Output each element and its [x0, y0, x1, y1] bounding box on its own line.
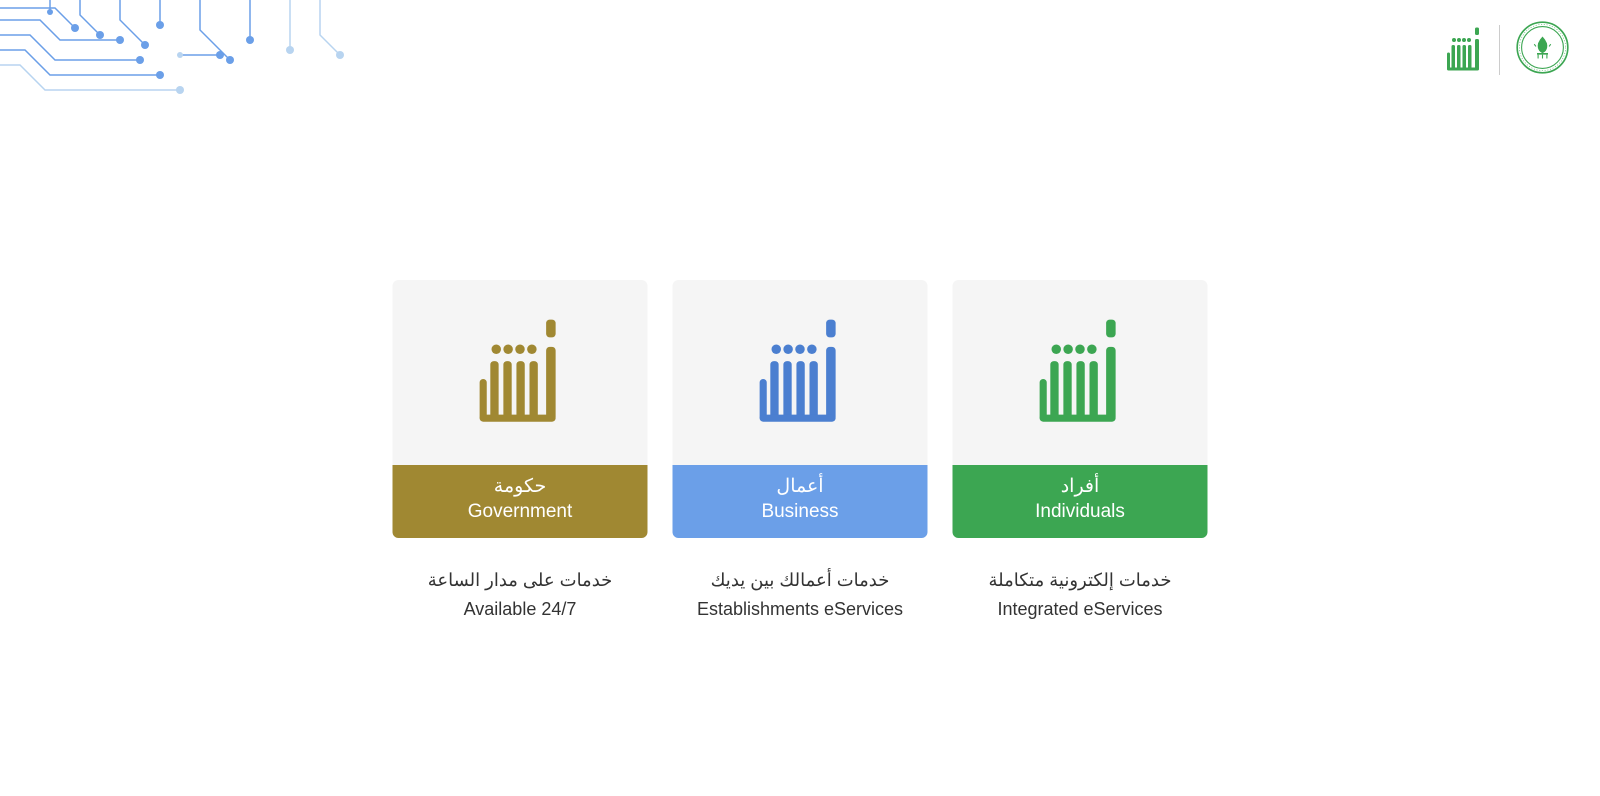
business-label-en: Business	[673, 500, 928, 525]
government-desc-en: Available 24/7	[428, 595, 613, 624]
business-desc: خدمات أعمالك بين يديك Establishments eSe…	[697, 566, 903, 624]
government-desc-ar: خدمات على مدار الساعة	[428, 566, 613, 595]
absher-logo-individuals-icon	[1033, 313, 1128, 433]
moi-emblem-icon	[1515, 20, 1570, 80]
business-label-ar: أعمال	[673, 475, 928, 500]
individuals-desc: خدمات إلكترونية متكاملة Integrated eServ…	[989, 566, 1172, 624]
individuals-icon-box	[953, 280, 1208, 465]
absher-header-logo-icon	[1444, 25, 1484, 75]
government-icon-box	[393, 280, 648, 465]
government-label-ar: حكومة	[393, 475, 648, 500]
absher-logo-government-icon	[473, 313, 568, 433]
individuals-card[interactable]: أفراد Individuals خدمات إلكترونية متكامل…	[953, 280, 1208, 624]
service-cards-row: أفراد Individuals خدمات إلكترونية متكامل…	[393, 280, 1208, 624]
header-logos	[1444, 20, 1570, 80]
government-label-en: Government	[393, 500, 648, 525]
individuals-label-en: Individuals	[953, 500, 1208, 525]
government-label-box: حكومة Government	[393, 465, 648, 538]
business-desc-en: Establishments eServices	[697, 595, 903, 624]
logo-divider	[1499, 25, 1500, 75]
government-card[interactable]: حكومة Government خدمات على مدار الساعة A…	[393, 280, 648, 624]
business-desc-ar: خدمات أعمالك بين يديك	[697, 566, 903, 595]
business-card[interactable]: أعمال Business خدمات أعمالك بين يديك Est…	[673, 280, 928, 624]
individuals-desc-ar: خدمات إلكترونية متكاملة	[989, 566, 1172, 595]
business-label-box: أعمال Business	[673, 465, 928, 538]
individuals-desc-en: Integrated eServices	[989, 595, 1172, 624]
absher-logo-business-icon	[753, 313, 848, 433]
business-icon-box	[673, 280, 928, 465]
government-desc: خدمات على مدار الساعة Available 24/7	[428, 566, 613, 624]
circuit-decoration-icon	[0, 0, 360, 100]
individuals-label-box: أفراد Individuals	[953, 465, 1208, 538]
individuals-label-ar: أفراد	[953, 475, 1208, 500]
